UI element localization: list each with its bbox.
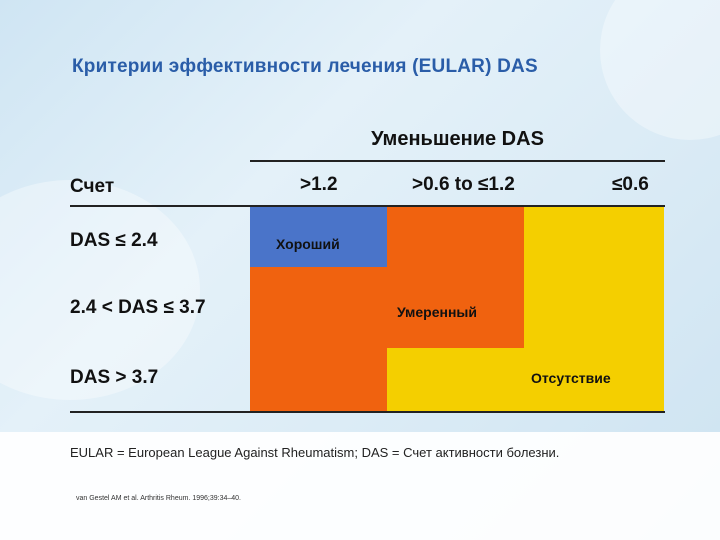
- row-label-3: DAS > 3.7: [70, 367, 159, 388]
- column-header-3: ≤0.6: [612, 174, 649, 195]
- response-good-label: Хороший: [276, 236, 340, 252]
- table-top-rule: [70, 205, 665, 207]
- cell-moderate-top: [387, 207, 524, 267]
- cell-none-bottom: [387, 348, 664, 412]
- row-header: Счет: [70, 176, 115, 197]
- response-none-label: Отсутствие: [531, 370, 611, 386]
- row-label-1: DAS ≤ 2.4: [70, 230, 158, 251]
- footnote: EULAR = European League Against Rheumati…: [70, 445, 560, 460]
- column-group-header: Уменьшение DAS: [371, 128, 544, 150]
- cell-none-top: [524, 207, 664, 267]
- cell-none-mid: [524, 267, 664, 348]
- table-bottom-rule: [70, 411, 665, 413]
- column-header-2: >0.6 to ≤1.2: [412, 174, 515, 195]
- cell-moderate-bottom: [250, 348, 387, 412]
- column-header-1: >1.2: [300, 174, 338, 195]
- row-label-2: 2.4 < DAS ≤ 3.7: [70, 297, 206, 318]
- footnote-band: [0, 432, 720, 540]
- cell-good: [250, 207, 387, 267]
- reference-citation: van Gestel AM et al. Arthritis Rheum. 19…: [76, 495, 241, 502]
- header-divider: [250, 160, 665, 162]
- cell-moderate-mid: [250, 267, 524, 348]
- background-glow: [600, 0, 720, 140]
- background-glow: [0, 180, 200, 400]
- response-moderate-label: Умеренный: [397, 304, 477, 320]
- slide-title: Критерии эффективности лечения (EULAR) D…: [72, 56, 538, 77]
